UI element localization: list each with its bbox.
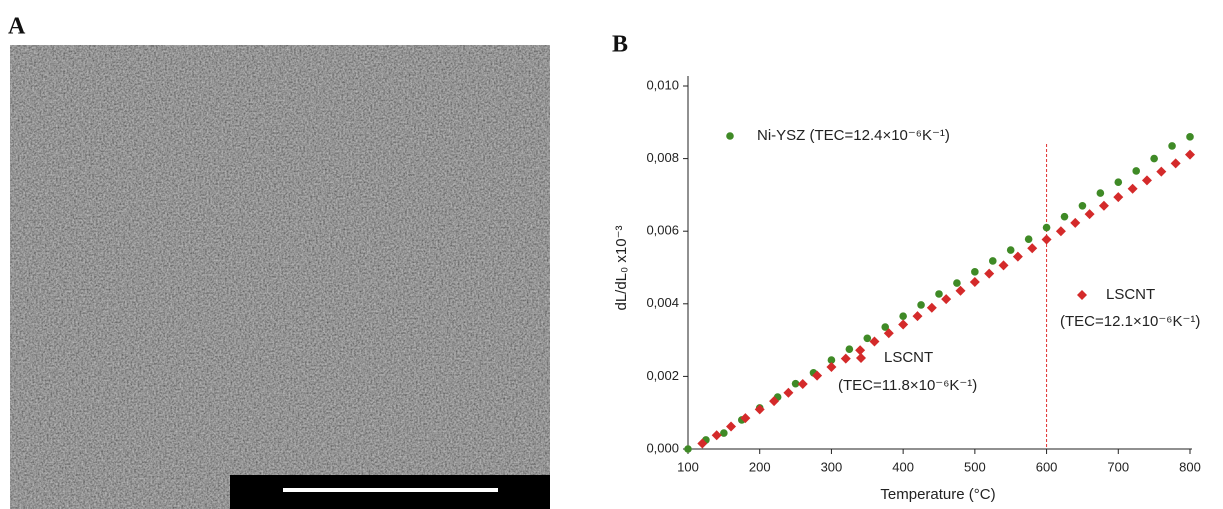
data-point: [953, 279, 961, 287]
data-point: [969, 277, 980, 288]
data-point: [1042, 223, 1051, 232]
y-tick-label: 0,006: [646, 223, 679, 238]
data-point: [754, 404, 765, 415]
data-point: [1070, 217, 1081, 228]
data-point: [1156, 166, 1167, 177]
y-tick-label: 0,004: [646, 295, 679, 310]
data-point: [955, 285, 966, 296]
data-point: [697, 438, 708, 449]
x-tick-label: 300: [821, 459, 843, 474]
x-tick-label: 700: [1107, 459, 1129, 474]
data-point: [1186, 133, 1194, 141]
data-point: [1012, 251, 1023, 262]
panel-label: B: [612, 32, 628, 58]
data-point: [827, 356, 836, 364]
annotation: (TEC=11.8×10⁻⁶K⁻¹): [838, 377, 977, 394]
data-point: [1078, 201, 1087, 210]
data-point: [684, 445, 692, 453]
data-point: [984, 268, 995, 279]
data-point: [926, 302, 937, 313]
data-point: [998, 260, 1009, 271]
x-tick-label: 600: [1036, 459, 1058, 474]
data-point: [899, 312, 907, 320]
data-point: [845, 345, 854, 353]
data-point: [812, 370, 823, 381]
annotation: (TEC=12.1×10⁻⁶K⁻¹): [1060, 313, 1200, 330]
x-tick-label: 400: [892, 459, 914, 474]
sem-image: [10, 45, 550, 509]
data-point: [1041, 234, 1052, 245]
annotation: LSCNT: [1106, 286, 1155, 303]
data-point: [935, 290, 943, 298]
data-point: [1113, 192, 1124, 203]
data-point: [1055, 226, 1066, 237]
data-point: [1141, 175, 1152, 186]
data-point: [898, 319, 909, 330]
x-tick-label: 500: [964, 459, 986, 474]
data-point: [726, 421, 737, 432]
data-point: [971, 268, 979, 276]
y-tick-label: 0,008: [646, 150, 679, 165]
legend-label: Ni-YSZ (TEC=12.4×10⁻⁶K⁻¹): [757, 127, 950, 144]
y-tick-label: 0,000: [646, 440, 679, 455]
data-point: [881, 323, 890, 331]
annotation-marker: [1077, 290, 1087, 300]
panel-label: A: [8, 14, 26, 40]
data-point: [1006, 246, 1015, 254]
data-point: [988, 257, 997, 265]
data-point: [1027, 243, 1038, 254]
x-tick-label: 100: [677, 459, 699, 474]
data-point: [863, 334, 872, 343]
data-point: [1132, 167, 1141, 175]
data-point: [720, 429, 728, 437]
y-tick-label: 0,010: [646, 77, 679, 92]
data-point: [740, 413, 751, 424]
data-point: [797, 379, 808, 390]
legend-label: LSCNT: [884, 349, 933, 366]
data-point: [912, 311, 923, 322]
data-point: [783, 387, 794, 398]
data-point: [711, 430, 722, 441]
x-tick-label: 200: [749, 459, 771, 474]
data-point: [1060, 212, 1069, 221]
data-point: [869, 336, 880, 347]
data-point: [1024, 235, 1033, 243]
y-axis-label: dL/dL₀ x10⁻³: [613, 225, 630, 310]
data-point: [769, 396, 780, 407]
data-point: [840, 353, 851, 364]
y-tick-label: 0,002: [646, 368, 679, 383]
data-point: [1127, 183, 1138, 194]
data-point: [1185, 149, 1195, 160]
data-point: [1084, 209, 1095, 220]
plot: Temperature (°C) dL/dL₀ x10⁻³: [613, 76, 1192, 503]
x-axis-label: Temperature (°C): [880, 486, 995, 503]
data-point: [1150, 154, 1158, 163]
data-point: [1098, 200, 1109, 211]
data-point: [941, 294, 952, 305]
data-point: [1114, 178, 1123, 186]
x-tick-label: 800: [1179, 459, 1201, 474]
data-point: [791, 379, 800, 388]
data-point: [1170, 158, 1181, 169]
legend-marker: [726, 132, 734, 140]
legend-marker: [856, 353, 866, 363]
data-point: [826, 361, 837, 372]
data-point: [917, 301, 925, 309]
data-point: [855, 345, 866, 356]
data-point: [1096, 189, 1105, 197]
data-point: [883, 328, 894, 339]
data-point: [1168, 142, 1176, 150]
